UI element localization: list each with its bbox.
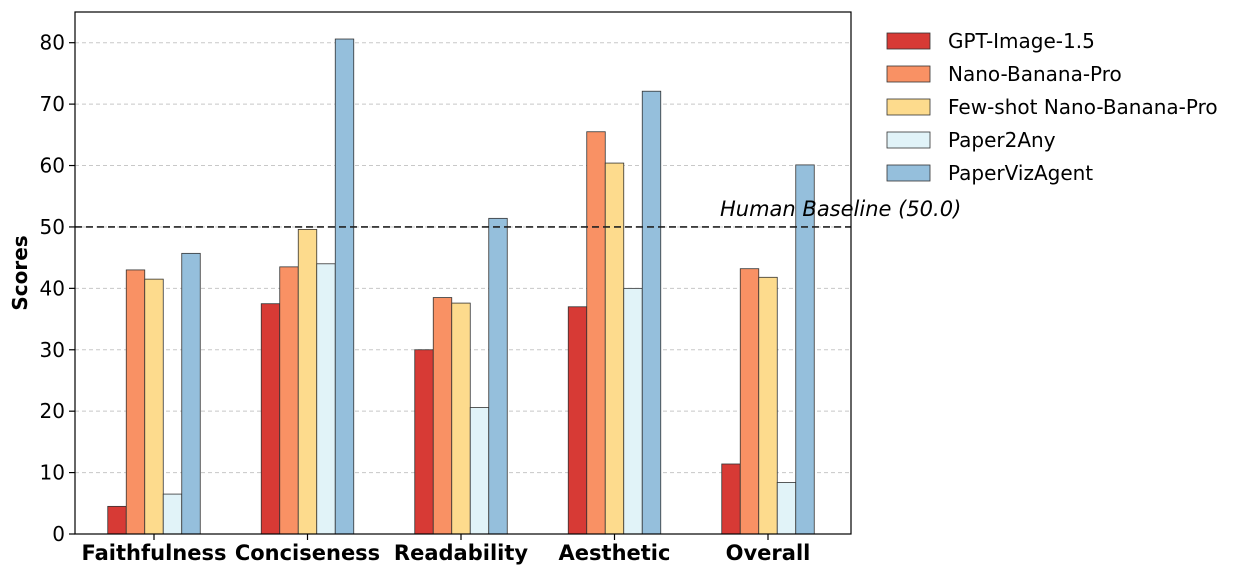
- y-tick-label: 10: [40, 461, 65, 485]
- human-baseline-label: Human Baseline (50.0): [720, 197, 961, 221]
- bar-nano-banana-pro-overall: [739, 268, 760, 535]
- y-tick-label: 70: [40, 92, 65, 116]
- bar-gpt-image-1-5-aesthetic: [567, 306, 588, 535]
- legend-swatch: [886, 131, 931, 149]
- legend-swatch: [886, 65, 931, 83]
- y-tick-label: 40: [40, 276, 65, 300]
- y-tick-label: 20: [40, 399, 65, 423]
- bar-paper2any-conciseness: [316, 263, 336, 535]
- bar-nano-banana-pro-conciseness: [279, 266, 299, 535]
- legend: GPT-Image-1.5 Nano-Banana-Pro Few-shot Nan…: [886, 29, 1218, 185]
- legend-label: Few-shot Nano-Banana-Pro: [948, 95, 1218, 119]
- legend-label: Nano-Banana-Pro: [948, 62, 1122, 86]
- y-tick-label: 60: [40, 154, 65, 178]
- bar-nano-banana-pro-faithfulness: [125, 269, 146, 535]
- bars: [107, 38, 815, 535]
- category-label: Conciseness: [235, 541, 380, 565]
- legend-label: PaperVizAgent: [948, 161, 1093, 185]
- bar-papervizagent-faithfulness: [181, 252, 201, 535]
- axes: 0 10 20 30 40 50 60 70 80 Faithfulness Conciseness…: [8, 11, 852, 565]
- bar-few-shot-nano-banana-pro-readability: [451, 302, 471, 535]
- legend-swatch: [886, 164, 931, 182]
- legend-label: Paper2Any: [948, 128, 1056, 152]
- bar-papervizagent-readability: [488, 217, 508, 535]
- legend-label: GPT-Image-1.5: [948, 29, 1095, 53]
- bar-gpt-image-1-5-faithfulness: [107, 505, 127, 535]
- y-tick-label: 80: [40, 31, 65, 55]
- bar-gpt-image-1-5-conciseness: [260, 303, 281, 535]
- bar-nano-banana-pro-readability: [432, 297, 453, 535]
- category-label: Aesthetic: [559, 541, 671, 565]
- bar-papervizagent-conciseness: [334, 38, 355, 535]
- category-label: Overall: [726, 541, 811, 565]
- y-tick-label: 50: [40, 215, 65, 239]
- category-label: Faithfulness: [82, 541, 227, 565]
- bar-nano-banana-pro-aesthetic: [586, 131, 606, 535]
- y-axis-title: Scores: [8, 235, 32, 310]
- bar-papervizagent-aesthetic: [641, 90, 662, 535]
- category-label: Readability: [394, 541, 528, 565]
- bar-paper2any-readability: [469, 407, 490, 535]
- plot-frame: [74, 11, 852, 535]
- bar-paper2any-overall: [776, 482, 797, 535]
- bar-gpt-image-1-5-readability: [414, 349, 434, 535]
- reference-line-group: Human Baseline (50.0): [75, 197, 961, 228]
- bar-few-shot-nano-banana-pro-faithfulness: [144, 278, 164, 535]
- bar-paper2any-aesthetic: [623, 287, 643, 535]
- bar-few-shot-nano-banana-pro-overall: [758, 276, 778, 535]
- bar-gpt-image-1-5-overall: [721, 463, 741, 535]
- y-tick-label: 30: [40, 338, 65, 362]
- legend-swatch: [886, 32, 931, 50]
- bar-few-shot-nano-banana-pro-aesthetic: [604, 162, 625, 535]
- y-tick-label: 0: [52, 522, 65, 546]
- bar-paper2any-faithfulness: [162, 493, 183, 535]
- bar-few-shot-nano-banana-pro-conciseness: [297, 228, 318, 535]
- legend-swatch: [886, 98, 931, 116]
